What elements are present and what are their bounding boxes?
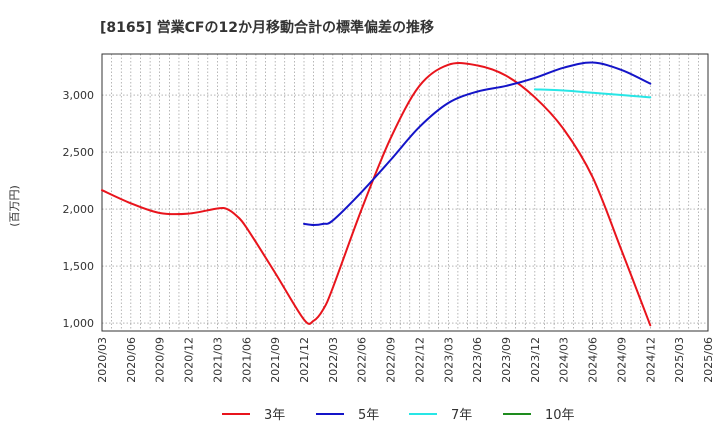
x-tick-label: 2023/12	[529, 337, 542, 383]
x-tick-label: 2024/12	[644, 337, 657, 383]
y-tick-label: 1,500	[63, 260, 95, 273]
y-tick-label: 1,000	[63, 317, 95, 330]
plot-frame	[101, 53, 709, 332]
series-group	[101, 61, 652, 327]
x-tick-label: 2021/12	[298, 337, 311, 383]
x-tick-label: 2022/03	[327, 337, 340, 383]
x-tick-label: 2022/12	[413, 337, 426, 383]
y-tick-label: 2,500	[63, 146, 95, 159]
x-tick-label: 2020/09	[154, 337, 167, 383]
x-axis: 2020/03 2020/06 2020/09 2020/12 2021/03 2021/…	[96, 337, 715, 383]
x-tick-label: 2025/06	[702, 337, 715, 383]
y-axis-label: (百万円)	[8, 185, 21, 227]
x-tick-label: 2024/06	[587, 337, 600, 383]
x-tick-label: 2023/09	[500, 337, 513, 383]
series-line-2	[303, 61, 652, 226]
legend-label: 10年	[545, 408, 575, 423]
x-tick-label: 2025/03	[673, 337, 686, 383]
y-tick-label: 3,000	[63, 89, 95, 102]
x-tick-label: 2022/09	[385, 337, 398, 383]
x-tick-label: 2024/03	[558, 337, 571, 383]
y-tick-label: 2,000	[63, 203, 95, 216]
x-tick-label: 2020/06	[125, 337, 138, 383]
y-axis: 1,000 1,500 2,000 2,500 3,000	[63, 89, 95, 330]
series-line-1	[101, 62, 652, 327]
chart-title: [8165] 営業CFの12か月移動合計の標準偏差の推移	[100, 19, 434, 36]
x-tick-label: 2020/03	[96, 337, 109, 383]
x-tick-label: 2022/06	[356, 337, 369, 383]
x-tick-label: 2023/03	[442, 337, 455, 383]
x-tick-label: 2020/12	[183, 337, 196, 383]
x-tick-label: 2021/09	[269, 337, 282, 383]
series-line-3	[533, 88, 652, 99]
legend-label: 5年	[358, 408, 379, 423]
legend-label: 3年	[264, 408, 285, 423]
x-tick-label: 2021/06	[240, 337, 253, 383]
legend-label: 7年	[451, 408, 472, 423]
legend: 3年 5年 7年 10年	[222, 408, 575, 423]
x-tick-label: 2021/03	[211, 337, 224, 383]
x-tick-label: 2023/06	[471, 337, 484, 383]
grid	[101, 54, 709, 331]
x-tick-label: 2024/09	[615, 337, 628, 383]
